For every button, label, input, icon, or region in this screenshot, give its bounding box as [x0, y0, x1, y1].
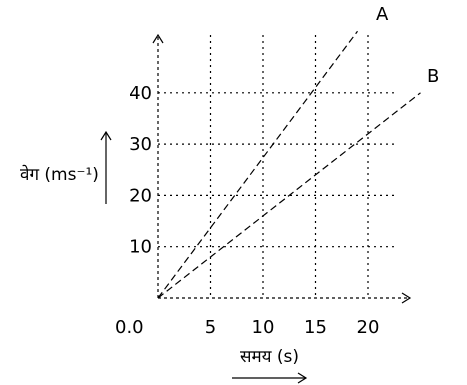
- axes: [152, 33, 412, 304]
- x-tick-label: 10: [252, 317, 275, 338]
- x-tick-label: 20: [357, 317, 380, 338]
- y-tick-label: 10: [129, 237, 152, 258]
- y-axis-title-arrowhead: [100, 130, 112, 141]
- y-axis-arrowhead: [152, 33, 164, 44]
- series-label-b: B: [427, 66, 439, 87]
- y-tick-label: 40: [129, 83, 152, 104]
- series-line-b: [157, 92, 421, 299]
- x-tick-label: 5: [205, 317, 216, 338]
- grid-lines: [158, 35, 395, 298]
- x-axis-arrowhead: [401, 292, 412, 304]
- origin-label: 0.0: [115, 317, 144, 338]
- tick-labels: 5 10 15 20 10 20 30 40: [129, 83, 379, 338]
- y-tick-label: 30: [129, 134, 152, 155]
- x-axis-title-arrowhead: [297, 372, 308, 384]
- series-line-a: [157, 30, 358, 299]
- series-lines: [157, 30, 421, 299]
- series-label-a: A: [376, 4, 389, 25]
- x-tick-label: 15: [304, 317, 327, 338]
- y-tick-label: 20: [129, 185, 152, 206]
- y-axis-title: वेग (ms⁻¹): [20, 164, 99, 185]
- y-axis-title-text: वेग (ms⁻¹): [20, 164, 99, 185]
- x-axis-title: समय (s): [240, 347, 299, 367]
